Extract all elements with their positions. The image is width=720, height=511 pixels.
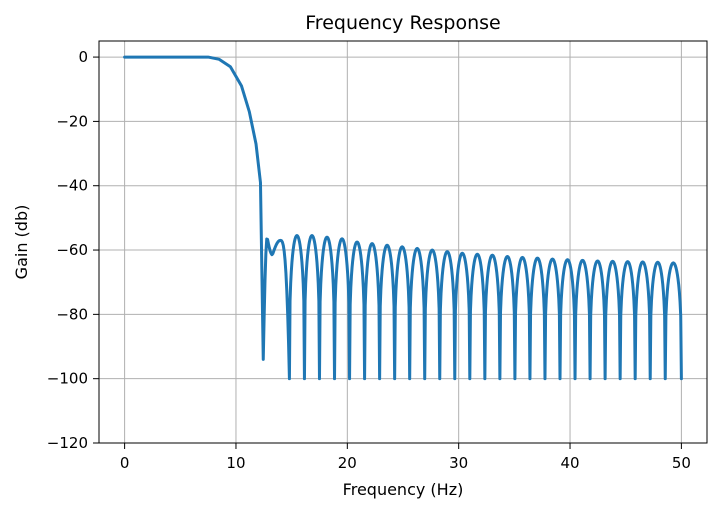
y-tick-label: −120 (47, 434, 88, 452)
tick-layer: 0 10 20 30 40 50 0 −20 −40 −60 −80 −100 −120 (47, 48, 691, 472)
y-tick-label: 0 (78, 48, 88, 66)
y-tick-label: −20 (56, 112, 88, 130)
y-axis-title: Gain (db) (12, 205, 31, 280)
y-tick-label: −40 (56, 177, 88, 195)
series-line-gain (123, 55, 683, 381)
y-tick-label: −100 (47, 370, 88, 388)
x-tick-label: 20 (338, 454, 357, 472)
y-tick-label: −60 (56, 241, 88, 259)
x-axis-title: Frequency (Hz) (343, 480, 464, 499)
x-tick-label: 50 (672, 454, 691, 472)
x-tick-label: 30 (449, 454, 468, 472)
y-tick-label: −80 (56, 305, 88, 323)
chart-title: Frequency Response (305, 12, 500, 34)
x-tick-label: 40 (560, 454, 579, 472)
x-tick-label: 10 (226, 454, 245, 472)
grid-layer (99, 41, 707, 444)
x-tick-label: 0 (120, 454, 130, 472)
plot-frame (98, 40, 708, 444)
